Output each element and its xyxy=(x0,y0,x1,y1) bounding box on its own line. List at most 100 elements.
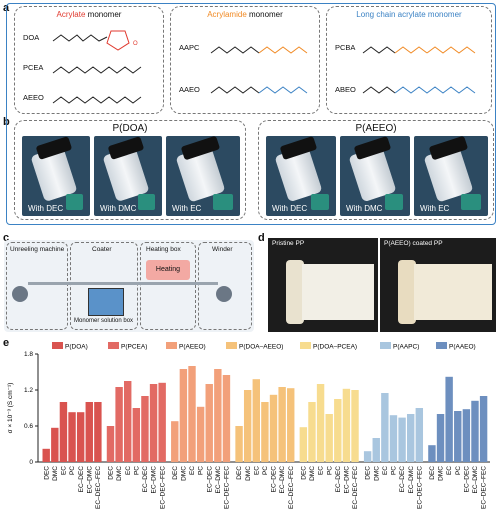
panel-label-d: d xyxy=(258,232,265,244)
bar xyxy=(287,388,295,462)
bar xyxy=(179,369,188,462)
caption-paeeo-dec: With DEC xyxy=(272,204,308,213)
label-winder: Winder xyxy=(212,246,233,253)
x-tick-label: EC–DEC xyxy=(271,466,278,493)
bar xyxy=(334,399,342,462)
bar xyxy=(316,384,325,462)
bar xyxy=(436,414,445,462)
x-tick-label: DMC xyxy=(438,466,445,481)
x-tick-label: EC xyxy=(61,466,68,475)
x-tick-label: PC xyxy=(69,466,76,475)
panel-label-e: e xyxy=(3,337,10,349)
bar xyxy=(415,408,424,462)
monomer-abeo: ABEO xyxy=(335,85,356,94)
x-tick-label: EC xyxy=(189,466,196,475)
acrylamide-monomer-box: Acrylamide monomer AAPC AAEO xyxy=(170,6,320,114)
legend-swatch xyxy=(380,342,391,349)
vial-photo-pdoa-dmc: With DMC xyxy=(94,136,162,216)
coated-roll xyxy=(398,260,416,324)
x-tick-label: EC–DEC–FEC xyxy=(288,466,295,509)
legend-label: P(DOA) xyxy=(65,344,88,351)
legend-swatch xyxy=(166,342,177,349)
long-chain-structures xyxy=(362,46,476,94)
vial-photo-paeeo-ec: With EC xyxy=(414,136,488,216)
long-chain-title: Long chain acrylate monomer xyxy=(356,10,462,19)
bar xyxy=(222,375,231,462)
caption-paeeo-dmc: With DMC xyxy=(346,204,383,213)
x-tick-label: PC xyxy=(391,466,398,475)
caption-pdoa-dmc: With DMC xyxy=(100,204,137,213)
bar xyxy=(351,390,359,462)
x-tick-label: EC–DMC xyxy=(86,466,93,494)
bar xyxy=(132,408,141,462)
bar xyxy=(85,402,93,462)
legend-swatch xyxy=(52,342,63,349)
bar xyxy=(141,396,149,462)
vial-photo-pdoa-dec: With DEC xyxy=(22,136,90,216)
bar xyxy=(252,379,260,462)
vial-photo-pdoa-ec: With EC xyxy=(166,136,240,216)
bar xyxy=(149,384,158,462)
unreel-roll xyxy=(12,286,28,302)
legend-label: P(AEEO) xyxy=(179,344,206,351)
paeeo-title: P(AEEO) xyxy=(355,123,397,134)
x-tick-label: EC–DEC–FEC xyxy=(95,466,102,509)
bar xyxy=(106,426,115,462)
bar xyxy=(76,412,85,462)
bar xyxy=(462,409,471,462)
caption-pdoa-dec: With DEC xyxy=(28,204,64,213)
x-tick-label: EC xyxy=(125,466,132,475)
bar xyxy=(278,387,286,462)
x-tick-label: PC xyxy=(198,466,205,475)
x-tick-label: DEC xyxy=(429,466,436,480)
panel-label-c: c xyxy=(3,232,10,244)
svg-text:O: O xyxy=(133,41,138,47)
bar xyxy=(205,384,213,462)
x-tick-label: DEC xyxy=(365,466,372,480)
y-tick-label: 0 xyxy=(29,459,33,466)
x-tick-label: DEC xyxy=(172,466,179,480)
monomer-aapc: AAPC xyxy=(179,43,200,52)
pristine-roll xyxy=(286,260,304,324)
label-coater: Coater xyxy=(92,246,112,253)
bar xyxy=(428,445,436,462)
monomer-doa: DOA xyxy=(23,33,40,42)
x-tick-label: PC xyxy=(133,466,140,475)
monomer-pcea: PCEA xyxy=(23,63,44,72)
conductivity-bar-chart: 0 0.6 1.2 1.8 σ × 10⁻³ (S cm⁻¹) P(DOA) P(PCEA)… xyxy=(7,342,490,509)
bar xyxy=(454,411,462,462)
coated-film xyxy=(414,264,492,320)
bar xyxy=(51,427,59,462)
acrylate-structures: O xyxy=(52,30,142,104)
bar xyxy=(59,402,68,462)
long-chain-acrylate-box: Long chain acrylate monomer PCBA ABEO xyxy=(326,6,492,114)
legend-swatch xyxy=(300,342,311,349)
label-heating-box: Heating box xyxy=(146,246,181,253)
bar xyxy=(308,402,316,462)
x-tick-label: EC–DMC xyxy=(472,466,479,494)
x-tick-label: DEC xyxy=(108,466,115,480)
bar xyxy=(158,382,166,462)
x-tick-label: DEC xyxy=(43,466,50,480)
bar xyxy=(269,394,278,462)
bar xyxy=(94,402,102,462)
vial-photo-paeeo-dec: With DEC xyxy=(266,136,336,216)
unreeling-section xyxy=(6,242,68,330)
acrylamide-title: Acrylamide monomer xyxy=(207,10,283,19)
bar xyxy=(68,412,76,462)
pdoa-title: P(DOA) xyxy=(112,123,148,134)
x-tick-label: EC–DMC xyxy=(408,466,415,494)
monomer-bath xyxy=(88,288,124,316)
bar xyxy=(261,402,269,462)
acrylate-title: Acrylate monomer xyxy=(56,10,122,19)
x-tick-label: EC–DEC–FEC xyxy=(159,466,166,509)
x-tick-label: EC–DEC xyxy=(335,466,342,493)
heating-element: Heating xyxy=(146,260,190,280)
x-tick-label: EC xyxy=(446,466,453,475)
x-tick-label: EC–DEC xyxy=(206,466,213,493)
label-pristine-pp: Pristine PP xyxy=(272,240,305,247)
x-tick-label: DMC xyxy=(180,466,187,481)
legend-label: P(DOA–PCEA) xyxy=(313,344,357,351)
x-tick-label: DMC xyxy=(245,466,252,481)
coating-process-diagram: Unreeling machine Coater Heating box Win… xyxy=(4,240,254,332)
